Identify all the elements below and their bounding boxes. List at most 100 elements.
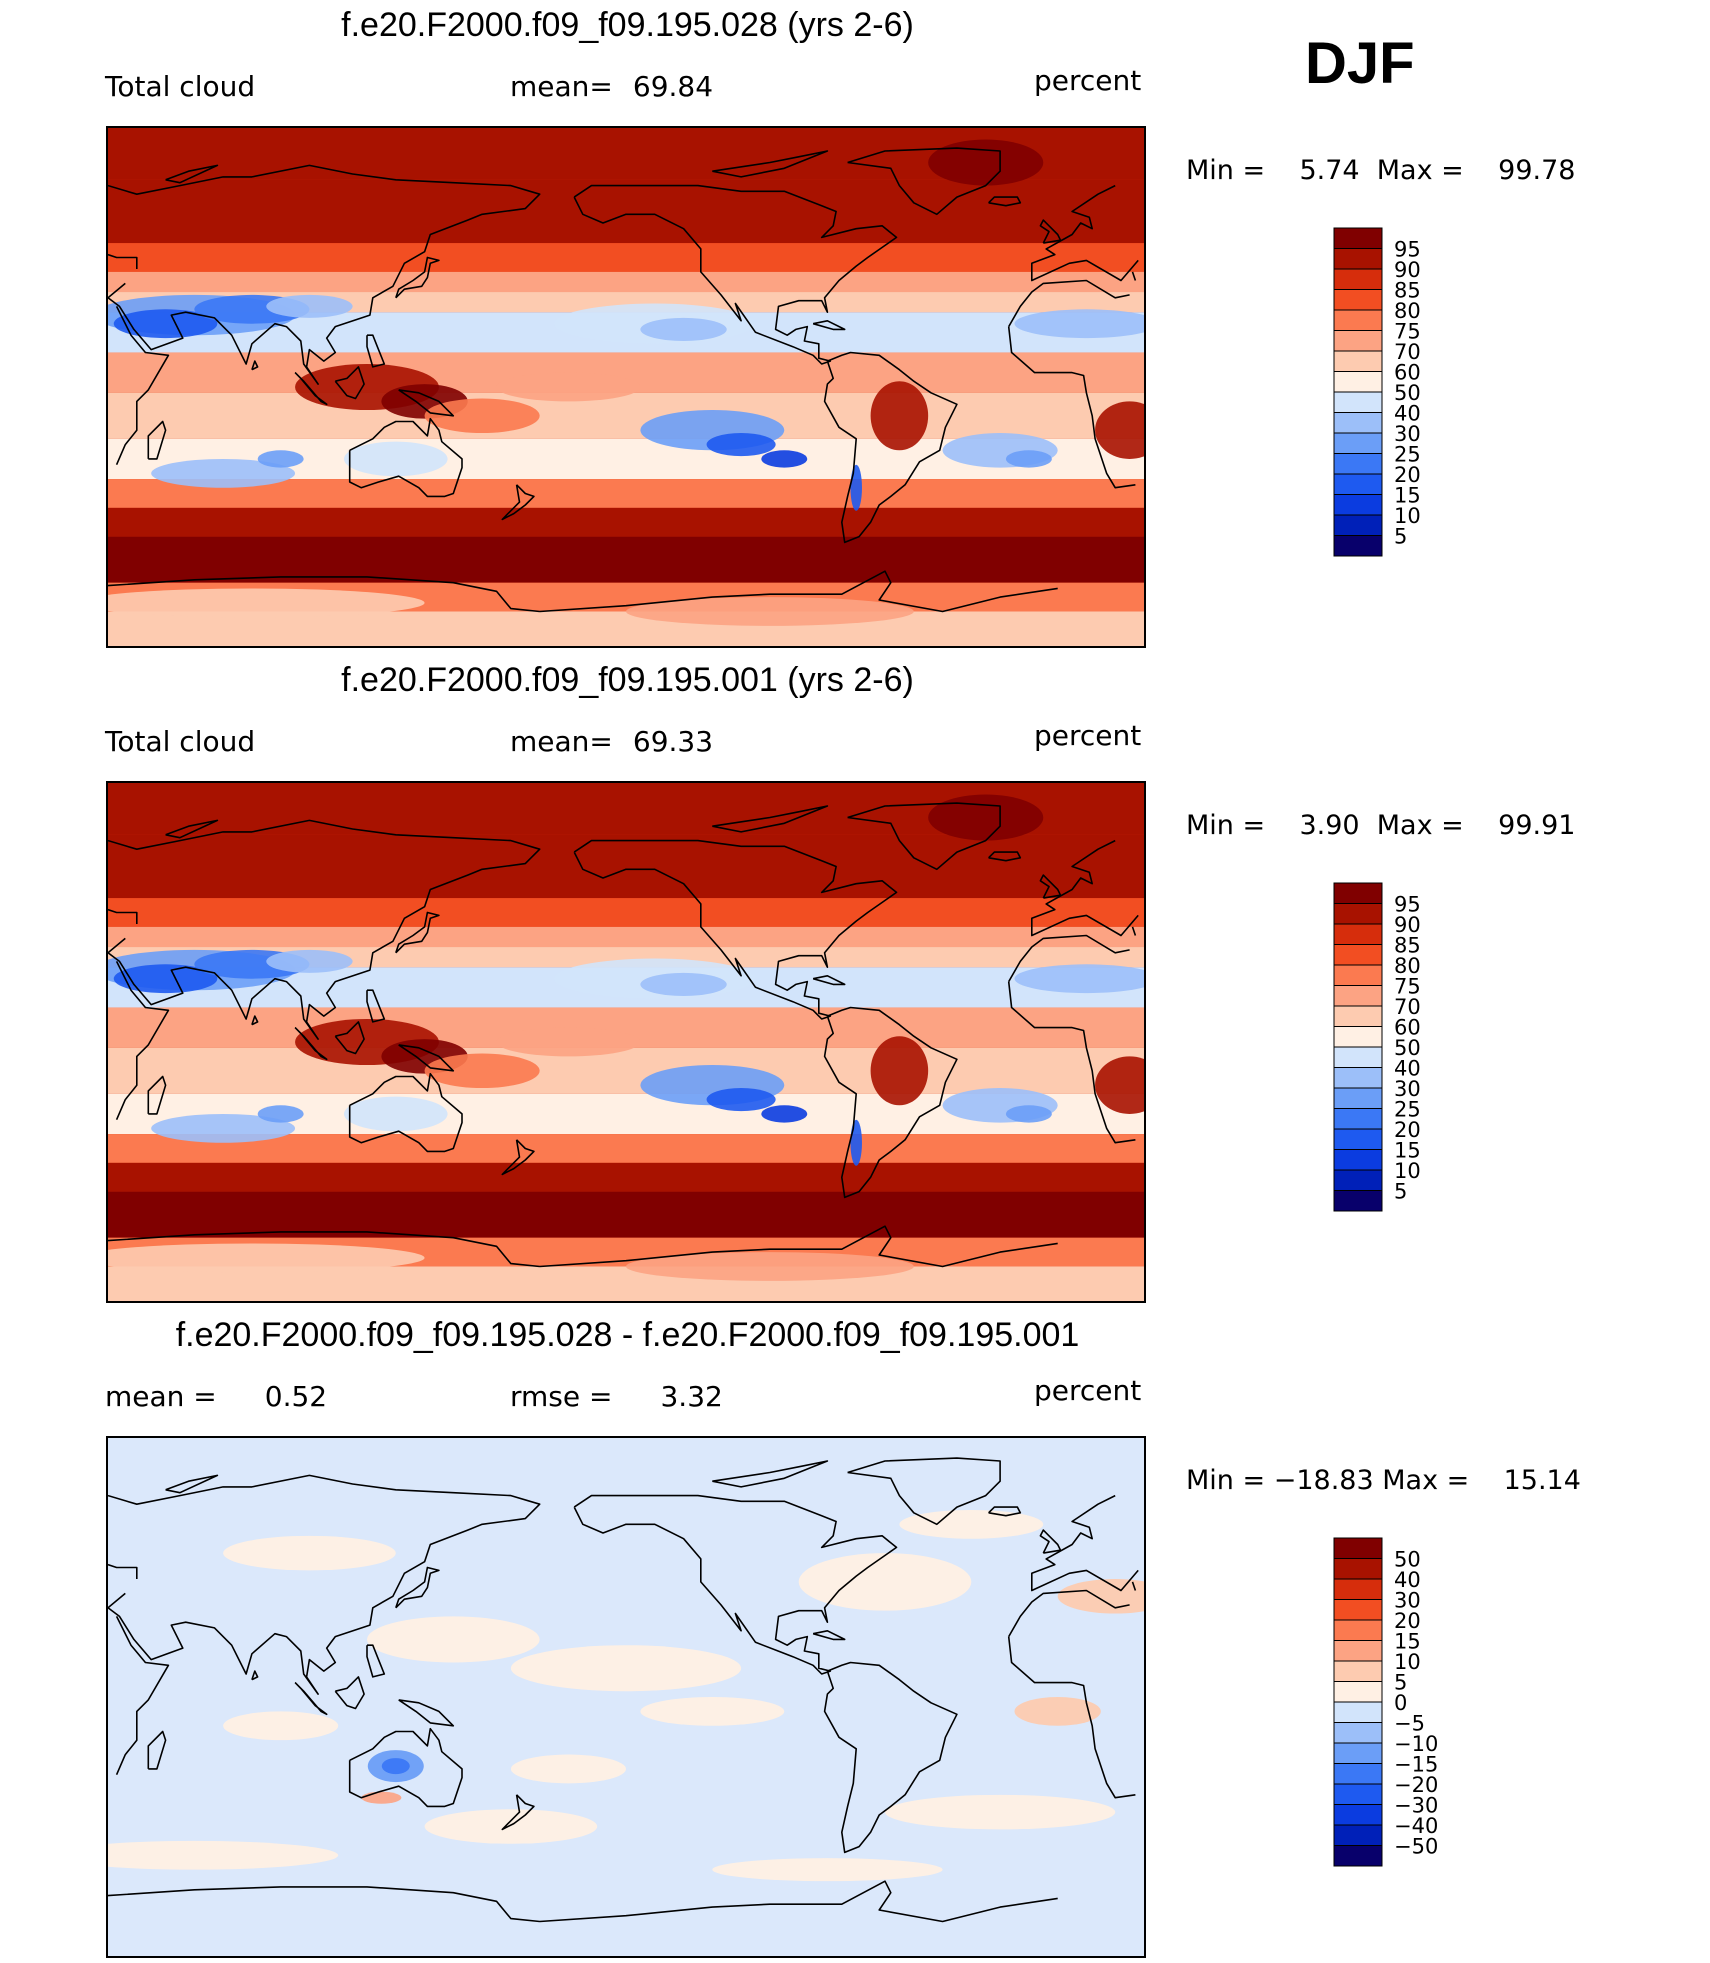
colorbar-box — [1333, 1599, 1383, 1621]
min-label: Min = — [1186, 1465, 1266, 1496]
colorbar-tick-label: −15 — [1394, 1753, 1438, 1777]
field-feature — [850, 1119, 862, 1166]
colorbar-box — [1333, 453, 1383, 475]
colorbar-tick-label: 20 — [1394, 463, 1421, 487]
field-feature — [885, 1794, 1116, 1830]
colorbar-box — [1333, 1804, 1383, 1826]
field-band — [108, 271, 1144, 293]
colorbar-tick-label: 10 — [1394, 504, 1421, 528]
colorbar-box — [1333, 1087, 1383, 1109]
colorbar: 50 40 30 20 15 10 5 0 −5 −10 −15 −20 −30 −40 −50 — [1333, 1537, 1438, 1958]
coastline — [294, 1027, 328, 1061]
field-feature — [266, 294, 353, 318]
colorbar-tick-label: 5 — [1394, 1180, 1407, 1204]
field-feature — [640, 1697, 785, 1726]
map-plot — [106, 126, 1146, 648]
coastline — [108, 1225, 1058, 1268]
field-feature — [496, 1027, 641, 1057]
field-feature — [510, 1645, 742, 1692]
coastline — [251, 1670, 259, 1681]
field-feature — [510, 1754, 626, 1784]
panel-model-028: f.e20.F2000.f09_f09.195.028 (yrs 2-6) To… — [0, 0, 1710, 650]
coastline — [823, 1661, 958, 1854]
field-band — [108, 507, 1144, 537]
rmse-value: 3.32 — [660, 1380, 723, 1413]
field-feature — [712, 1858, 943, 1882]
colorbar-box — [1333, 1681, 1383, 1703]
variable-label: Total cloud — [105, 70, 256, 103]
field-feature — [151, 1113, 296, 1143]
field-band — [108, 292, 1144, 313]
units-label: percent — [1034, 719, 1142, 752]
colorbar-tick-label: −5 — [1394, 1712, 1425, 1736]
field-band — [108, 479, 1144, 508]
variable-label: Total cloud — [105, 725, 256, 758]
field-band — [108, 1266, 1144, 1301]
field-feature — [424, 1809, 598, 1844]
coastline — [573, 1494, 898, 1675]
colorbar-tick-label: 15 — [1394, 484, 1421, 508]
colorbar-tick-label: 20 — [1394, 1118, 1421, 1142]
coastline — [366, 1644, 386, 1678]
colorbar-tick-label: −10 — [1394, 1732, 1438, 1756]
field-band — [108, 1191, 1144, 1238]
field-feature — [640, 317, 727, 341]
field-feature — [870, 1036, 929, 1106]
mean-value: 0.52 — [264, 1380, 328, 1413]
field-band — [108, 834, 1144, 899]
coastline — [165, 819, 219, 839]
field-feature — [1014, 1697, 1101, 1726]
colorbar-box — [1333, 1824, 1383, 1846]
colorbar-box — [1333, 371, 1383, 393]
colorbar-box — [1333, 248, 1383, 270]
mean-label: mean = — [105, 1380, 217, 1413]
coastline — [573, 839, 898, 1020]
colorbar-box — [1333, 1046, 1383, 1068]
field-feature — [257, 1105, 304, 1123]
coastline — [165, 164, 219, 184]
panel-title: f.e20.F2000.f09_f09.195.001 (yrs 2-6) — [341, 661, 914, 699]
colorbar-box — [1333, 494, 1383, 516]
colorbar-tick-label: 50 — [1394, 381, 1421, 405]
colorbar-tick-label: 60 — [1394, 361, 1421, 385]
coastline — [147, 1075, 167, 1115]
field-feature — [424, 1053, 540, 1089]
field-feature — [108, 588, 425, 618]
max-value: 15.14 — [1503, 1465, 1581, 1496]
field-feature — [108, 1243, 425, 1273]
colorbar-box — [1333, 412, 1383, 434]
rmse-label: rmse = — [510, 1380, 613, 1413]
coastline — [847, 147, 1001, 216]
colorbar-box — [1333, 1763, 1383, 1785]
colorbar-tick-label: 40 — [1394, 402, 1421, 426]
coastline — [108, 819, 1139, 1040]
coastline — [334, 1021, 365, 1055]
colorbar-box — [1333, 1108, 1383, 1130]
coastline — [108, 1880, 1058, 1923]
mean-label: mean= — [510, 70, 613, 103]
coastline — [334, 366, 365, 400]
minmax-readout: Min = 3.90 Max = 99.91 — [1186, 810, 1575, 841]
colorbar-tick-label: 20 — [1394, 1609, 1421, 1633]
field-feature — [257, 450, 304, 468]
min-value: 5.74 — [1299, 155, 1360, 186]
field-feature — [1095, 401, 1144, 459]
field-band — [108, 536, 1144, 583]
colorbar-box — [1333, 1190, 1383, 1212]
colorbar-tick-label: 40 — [1394, 1057, 1421, 1081]
field-feature — [343, 1096, 448, 1132]
coastline — [501, 1139, 535, 1176]
field-feature — [113, 309, 218, 339]
colorbar-tick-label: −30 — [1394, 1794, 1438, 1818]
min-value: 3.90 — [1299, 810, 1360, 841]
coastline — [712, 805, 829, 833]
field-feature — [640, 972, 727, 996]
field-feature — [113, 964, 218, 994]
panel-title: f.e20.F2000.f09_f09.195.028 - f.e20.F200… — [175, 1316, 1080, 1354]
coastline — [395, 1566, 440, 1609]
colorbar-box — [1333, 268, 1383, 290]
coastline — [988, 851, 1022, 862]
colorbar-tick-label: −20 — [1394, 1773, 1438, 1797]
field-band — [108, 1134, 1144, 1163]
